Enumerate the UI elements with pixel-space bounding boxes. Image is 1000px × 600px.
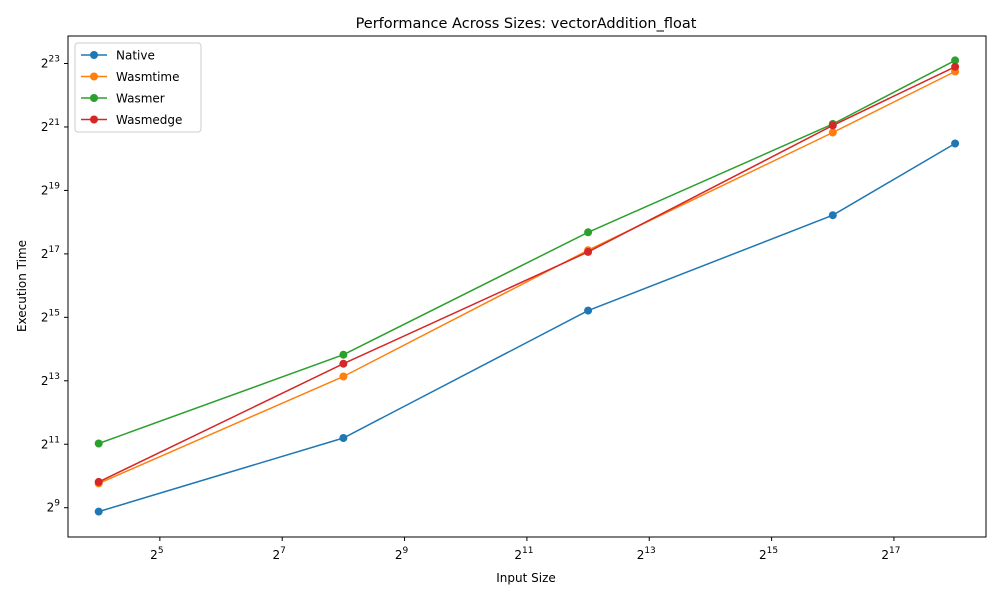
legend-label-native: Native <box>116 49 155 63</box>
y-tick-label: 221 <box>41 118 60 134</box>
series-line-wasmedge <box>98 66 956 483</box>
data-point-native-5 <box>951 139 960 148</box>
series-line-wasmtime <box>98 70 956 485</box>
legend: Native Wasmtime Wasmer Wasmedge <box>74 42 202 133</box>
y-tick-label: 219 <box>41 181 60 197</box>
data-point-wasmedge-5 <box>951 62 960 71</box>
plot-lines <box>94 56 960 516</box>
legend-marker-wasmedge <box>90 115 98 124</box>
data-point-wasmedge-3 <box>584 247 593 256</box>
data-point-native-1 <box>94 507 103 516</box>
data-point-wasmtime-2 <box>339 372 348 381</box>
y-tick-label: 213 <box>41 372 60 388</box>
legend-marker-native <box>90 51 98 59</box>
data-point-wasmer-5 <box>951 56 960 65</box>
legend-label-wasmer: Wasmer <box>116 92 165 106</box>
legend-frame <box>74 42 202 133</box>
data-point-native-4 <box>828 211 837 220</box>
x-axis-label: Input Size <box>496 571 556 585</box>
y-tick-label: 215 <box>41 308 60 324</box>
x-tick-label: 211 <box>514 546 533 562</box>
legend-label-wasmedge: Wasmedge <box>116 113 182 127</box>
data-point-wasmtime-4 <box>828 128 837 137</box>
x-tick-label: 215 <box>759 546 778 562</box>
data-point-native-3 <box>584 306 593 315</box>
x-tick-label: 213 <box>637 546 656 562</box>
legend-label-wasmtime: Wasmtime <box>116 70 180 84</box>
y-axis-ticks: 29 211 213 215 217 219 221 223 <box>41 55 68 515</box>
y-tick-label: 217 <box>41 245 60 261</box>
data-point-wasmedge-1 <box>94 477 103 486</box>
series-line-native <box>98 142 956 513</box>
legend-marker-wasmer <box>90 94 98 102</box>
data-point-wasmer-1 <box>94 439 103 448</box>
data-point-native-2 <box>339 434 348 442</box>
data-point-wasmer-2 <box>339 350 348 359</box>
plot-frame <box>67 35 987 538</box>
y-tick-label: 211 <box>41 435 60 451</box>
y-axis-label: Execution Time <box>15 240 29 332</box>
data-point-wasmedge-2 <box>339 359 348 368</box>
data-point-wasmedge-4 <box>828 121 837 130</box>
y-tick-label: 223 <box>41 55 60 71</box>
legend-marker-wasmtime <box>90 72 98 81</box>
x-tick-label: 25 <box>150 546 163 562</box>
chart-title: Performance Across Sizes: vectorAddition… <box>356 16 697 32</box>
y-tick-label: 29 <box>47 499 61 515</box>
data-point-wasmer-3 <box>584 228 593 237</box>
x-axis-ticks: 25 27 29 211 213 215 217 <box>150 537 900 562</box>
x-tick-label: 217 <box>881 546 900 562</box>
x-tick-label: 29 <box>395 546 409 562</box>
series-line-wasmer <box>98 59 956 445</box>
x-tick-label: 27 <box>273 546 286 562</box>
